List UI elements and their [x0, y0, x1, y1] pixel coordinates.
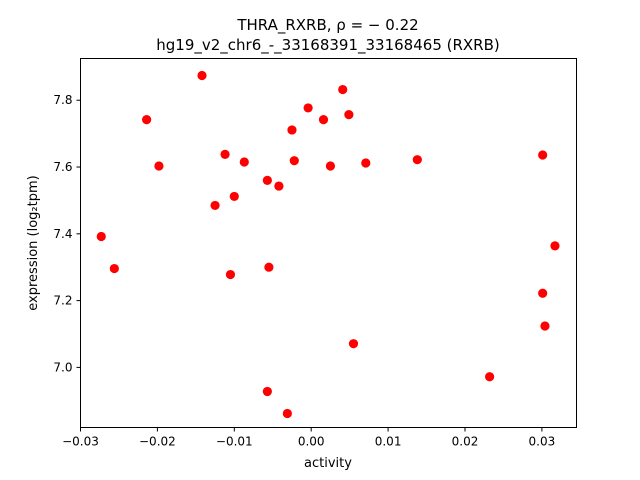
x-tick-label: −0.02 — [139, 435, 176, 449]
data-point-5 — [210, 200, 220, 211]
y-tick-label: 7.8 — [53, 93, 72, 107]
y-axis-ticks: 7.0 7.2 7.4 7.6 7.8 — [53, 93, 81, 374]
y-tick-label: 7.0 — [53, 360, 72, 374]
data-point-26 — [538, 150, 548, 160]
data-point-29 — [550, 241, 560, 251]
data-point-6 — [220, 149, 230, 159]
x-tick-label: 0.02 — [452, 435, 479, 449]
data-point-14 — [282, 408, 292, 419]
data-point-7 — [225, 269, 236, 280]
y-tick-label: 7.4 — [53, 227, 72, 241]
data-point-24 — [412, 155, 422, 165]
data-point-19 — [325, 161, 336, 171]
data-point-8 — [229, 191, 239, 202]
data-point-3 — [154, 161, 164, 171]
data-point-18 — [318, 115, 329, 125]
x-tick-label: 0.00 — [298, 435, 325, 449]
data-point-21 — [344, 110, 354, 120]
data-point-0 — [96, 231, 106, 242]
data-point-4 — [197, 70, 207, 81]
data-point-17 — [303, 103, 313, 113]
data-point-23 — [361, 158, 371, 168]
x-axis-label: activity — [304, 456, 352, 471]
data-point-10 — [262, 175, 272, 185]
data-point-15 — [287, 125, 297, 135]
x-tick-label: −0.01 — [216, 435, 253, 449]
data-point-2 — [142, 115, 152, 125]
x-axis-ticks: −0.03 −0.02 −0.01 0.00 0.01 0.02 0.03 — [62, 427, 556, 449]
data-point-11 — [264, 262, 274, 272]
data-point-25 — [485, 372, 495, 382]
data-point-20 — [338, 84, 348, 95]
data-point-28 — [540, 321, 550, 331]
plot-area-frame — [80, 58, 577, 428]
data-point-12 — [262, 386, 272, 397]
y-tick-label: 7.2 — [53, 294, 72, 308]
data-point-13 — [274, 181, 284, 191]
y-axis-label: expression (log₂tpm) — [26, 175, 41, 310]
data-point-9 — [239, 157, 249, 167]
data-point-22 — [348, 339, 359, 349]
data-point-27 — [538, 288, 548, 298]
x-tick-label: 0.01 — [375, 435, 402, 449]
data-point-16 — [289, 156, 299, 166]
x-tick-label: −0.03 — [62, 435, 99, 449]
scatter-points — [96, 70, 560, 419]
chart-title-line1: THRA_RXRB, ρ = − 0.22 — [236, 16, 418, 35]
x-tick-label: 0.03 — [529, 435, 556, 449]
chart-title-line2: hg19_v2_chr6_-_33168391_33168465 (RXRB) — [156, 36, 500, 55]
y-tick-label: 7.6 — [53, 160, 72, 174]
data-point-1 — [109, 263, 119, 274]
